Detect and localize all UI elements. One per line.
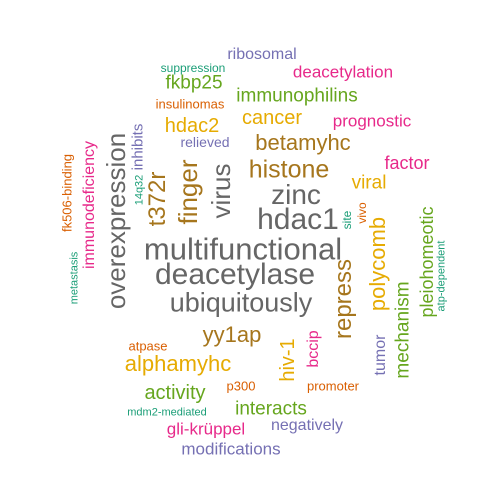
word-promoter: promoter — [306, 378, 360, 394]
word-betamyhc: betamyhc — [255, 130, 351, 155]
word-virus: virus — [206, 163, 236, 219]
word-yy1ap: yy1ap — [202, 322, 262, 347]
word-immunodeficiency: immunodeficiency — [81, 140, 98, 270]
word-fkbp25: fkbp25 — [165, 72, 223, 94]
word-site: site — [340, 210, 354, 230]
word-mdm2-mediated: mdm2-mediated — [127, 406, 207, 419]
word-overexpression: overexpression — [101, 132, 131, 310]
word-factor: factor — [384, 153, 430, 173]
word-activity: activity — [144, 382, 206, 404]
word-histone: histone — [248, 155, 330, 184]
word-prognostic: prognostic — [332, 111, 412, 131]
word-tumor: tumor — [372, 334, 389, 376]
word-hdac1: hdac1 — [257, 203, 339, 236]
word-mechanism: mechanism — [392, 281, 414, 379]
word-p300: p300 — [226, 378, 256, 394]
word-pleiohomeotic: pleiohomeotic — [417, 206, 437, 318]
word-zinc: zinc — [271, 179, 321, 210]
word-immunophilins: immunophilins — [236, 85, 358, 107]
word-deacetylation: deacetylation — [292, 62, 394, 82]
word-atpase: atpase — [128, 338, 168, 354]
word-14q32: 14q32 — [133, 174, 146, 206]
word-modifications: modifications — [181, 439, 281, 459]
word-bccip: bccip — [305, 330, 322, 368]
word-gli-kruppel: gli-krüppel — [166, 419, 246, 439]
word-atp-dependent: atp-dependent — [435, 240, 448, 312]
word-interacts: interacts — [235, 398, 307, 420]
word-inhibits: inhibits — [129, 123, 147, 171]
word-multifunctional: multifunctional — [143, 231, 343, 267]
word-ribosomal: ribosomal — [227, 46, 297, 63]
word-deacetylase: deacetylase — [154, 258, 316, 291]
word-vivo: vivo — [355, 202, 369, 224]
word-cancer: cancer — [241, 107, 303, 129]
word-suppression: suppression — [160, 61, 226, 75]
word-finger: finger — [173, 159, 203, 225]
word-repress: repress — [330, 258, 357, 340]
word-alphamyhc: alphamyhc — [124, 351, 232, 376]
word-relieved: relieved — [180, 134, 230, 150]
word-negatively: negatively — [270, 417, 344, 434]
word-fk506-binding: fk506-binding — [59, 153, 75, 233]
word-ubiquitously: ubiquitously — [169, 287, 313, 318]
word-polycomb: polycomb — [365, 216, 390, 312]
word-t372r: t372r — [144, 171, 171, 227]
word-hiv-1: hiv-1 — [277, 338, 299, 382]
word-insulinomas: insulinomas — [155, 96, 225, 112]
word-hdac2: hdac2 — [164, 115, 220, 137]
word-viral: viral — [351, 172, 387, 194]
word-metastasis: metastasis — [68, 251, 81, 305]
